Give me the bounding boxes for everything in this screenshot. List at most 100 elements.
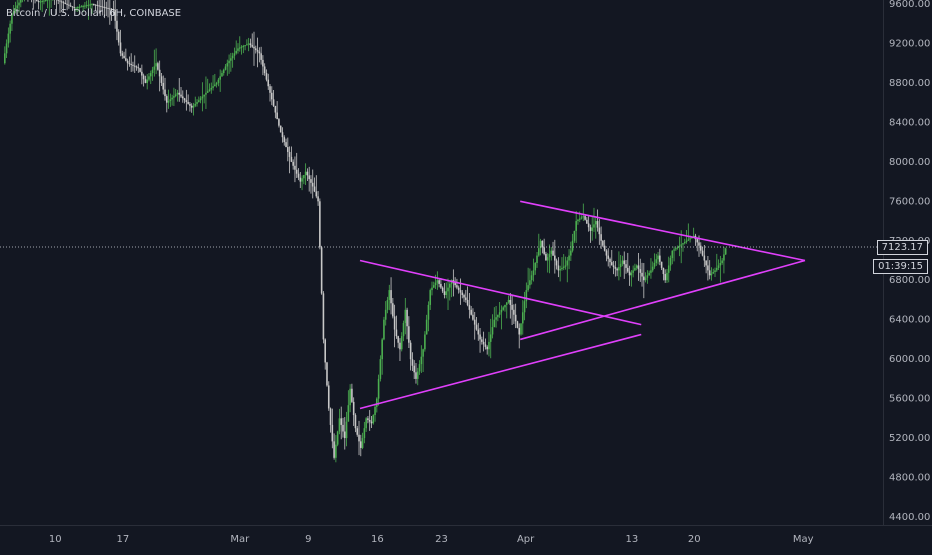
candle-body [381,339,383,359]
candle-body [164,90,166,97]
candle-body [45,0,47,1]
price-tick-label: 7600.00 [889,196,930,207]
trendline [520,201,805,260]
candle-body [180,95,182,97]
candle-body [143,76,145,80]
candle-body [376,399,378,407]
candle-body [725,248,727,254]
candle-body [469,305,471,310]
candle-body [275,106,277,113]
candle-body [20,0,22,3]
candle-body [335,445,337,458]
candle-body [479,334,481,339]
candle-body [161,76,163,83]
candle-body [310,179,312,183]
candle-body [616,269,618,271]
candle-body [184,98,186,100]
candle-body [95,4,97,5]
candle-body [59,1,61,2]
candle-body [623,261,625,265]
candle-body [657,256,659,260]
candle-body [501,310,503,312]
candle-body [86,5,88,6]
candle-body [627,268,629,272]
candle-body [91,4,93,5]
candle-body [463,295,465,297]
candle-body [332,425,334,441]
candle-body [531,275,533,280]
candle-body [232,56,234,58]
candle-body [348,405,350,421]
candle-body [561,268,563,269]
candle-body [661,262,663,268]
candle-body [421,357,423,364]
candle-body [636,265,638,267]
candle-body [61,1,63,2]
candle-body [301,178,303,181]
candle-body [397,336,399,343]
price-tick-label: 5200.00 [889,433,930,444]
candle-body [565,265,567,266]
candle-body [369,420,371,422]
candle-body [123,56,125,58]
candle-body [688,240,690,241]
candle-body [200,98,202,100]
candle-body [720,263,722,265]
candle-body [711,274,713,276]
candle-body [287,147,289,152]
candle-body [353,402,355,415]
price-tick-label: 9200.00 [889,38,930,49]
candle-body [429,290,431,305]
candle-body [82,6,84,7]
candle-body [223,70,225,73]
candle-body [127,61,129,63]
candle-body [193,106,195,108]
candle-body [618,267,620,270]
candle-body [362,438,364,448]
candle-body [262,60,264,67]
candle-body [529,280,531,285]
candle-body [292,162,294,166]
candle-body [187,102,189,104]
candle-body [645,278,647,280]
candle-body [388,290,390,300]
candle-body [412,359,414,366]
candle-body [632,270,634,272]
candle-body [445,291,447,295]
candle-body [472,315,474,320]
candle-body [264,66,266,73]
candle-body [406,310,408,326]
candle-body [145,79,147,83]
candle-body [278,119,280,126]
candle-body [271,93,273,100]
candle-body [447,288,449,292]
candle-body [577,220,579,221]
candle-body [422,349,424,356]
candle-body [129,63,131,64]
candle-body [212,86,214,88]
candle-body [253,47,255,49]
candle-body [709,270,711,275]
candle-body [477,330,479,335]
candle-body [118,32,120,43]
candle-body [604,246,606,251]
candle-body [634,268,636,270]
candle-body [43,1,45,2]
candle-body [689,238,691,239]
candle-body [602,241,604,246]
candle-body [355,415,357,428]
candle-body [613,265,615,267]
candle-body [182,96,184,98]
candle-body [581,217,583,218]
candle-body [723,254,725,260]
candle-body [666,273,668,280]
current-price-badge: 7123.17 [877,240,928,255]
price-axis-ticks: 9600.009200.008800.008400.008000.007600.… [884,0,932,550]
candle-body [18,3,20,6]
candle-body [574,231,576,241]
candle-body [556,261,558,266]
candle-body [339,418,341,431]
